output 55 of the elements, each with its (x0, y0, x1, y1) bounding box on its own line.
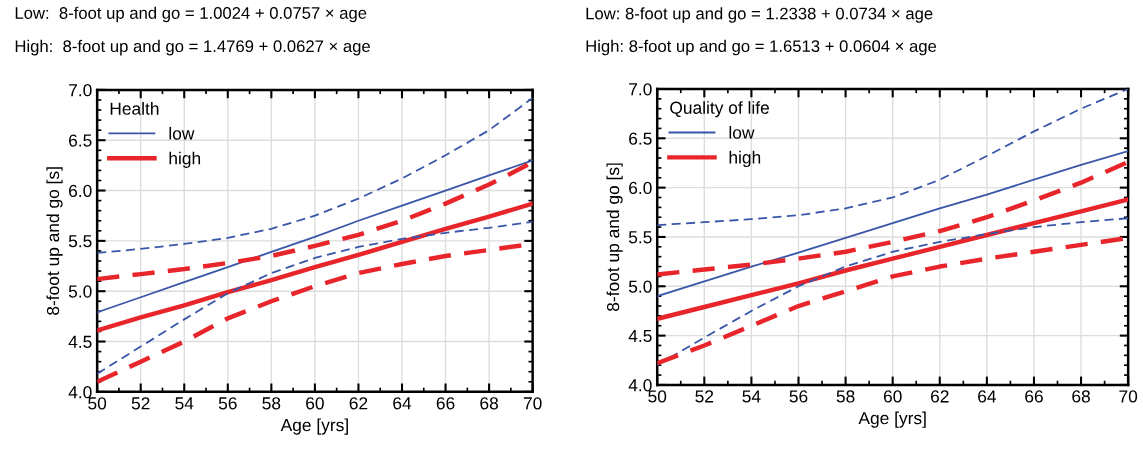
x-tick-label: 62 (349, 397, 368, 410)
y-tick-label: 7.0 (629, 83, 652, 96)
y-tick-label: 6.0 (629, 181, 652, 195)
x-tick-label: 50 (648, 390, 667, 403)
legend-label: low (169, 126, 195, 140)
x-tick-label: 68 (1072, 390, 1090, 403)
x-tick-label: 52 (695, 390, 714, 403)
y-tick-label: 6.0 (69, 184, 92, 198)
x-tick-label: 64 (393, 397, 412, 410)
x-tick-label: 70 (523, 397, 542, 410)
x-tick-label: 60 (883, 390, 902, 403)
x-tick-label: 56 (218, 397, 237, 410)
y-tick-label: 5.5 (628, 231, 652, 244)
y-tick-label: 4.0 (68, 386, 92, 399)
y-axis-title: 8-foot up and go [s] (46, 167, 63, 315)
legend-title: Health (110, 102, 159, 115)
y-tick-label: 7.0 (69, 84, 92, 97)
x-tick-label: 54 (175, 397, 194, 410)
y-tick-label: 5.0 (628, 280, 652, 293)
x-axis-title: Age [yrs] (858, 411, 926, 428)
y-tick-label: 5.5 (68, 235, 92, 248)
y-tick-label: 6.5 (69, 134, 92, 147)
line-series (97, 97, 533, 254)
x-tick-label: 54 (742, 390, 761, 403)
x-tick-label: 66 (436, 397, 455, 410)
y-tick-label: 5.0 (68, 285, 92, 298)
x-axis-title: Age [yrs] (280, 418, 348, 435)
x-tick-label: 62 (931, 390, 949, 403)
x-tick-label: 60 (306, 397, 324, 410)
line-series (97, 220, 533, 375)
x-tick-label: 50 (88, 397, 107, 410)
x-tick-label: 64 (978, 390, 997, 403)
y-tick-label: 4.5 (628, 329, 652, 343)
chart-subtitle: High: 8-foot up and go = 1.4769 + 0.0627 × age (15, 39, 370, 56)
line-series (97, 201, 533, 333)
x-tick-label: 70 (1119, 390, 1138, 403)
x-tick-label: 66 (1025, 390, 1043, 403)
legend-label: high (169, 151, 201, 168)
x-tick-label: 52 (131, 397, 150, 410)
x-tick-label: 58 (262, 397, 281, 410)
legend-title: Quality of life (670, 101, 769, 118)
x-tick-label: 56 (789, 390, 808, 403)
y-tick-label: 4.5 (68, 335, 92, 348)
chart-title: Low: 8-foot up and go = 1.0024 + 0.0757 × age (15, 6, 367, 23)
chart-subtitle: High: 8-foot up and go = 1.6513 + 0.0604 × age (586, 39, 937, 56)
x-tick-label: 68 (480, 397, 498, 410)
y-tick-label: 6.5 (629, 132, 652, 145)
chart-title: Low: 8-foot up and go = 1.2338 + 0.0734 × age (586, 7, 933, 23)
legend-label: low (729, 125, 755, 139)
y-axis-title: 8-foot up and go [s] (606, 163, 623, 311)
line-series (657, 150, 1129, 298)
legend-label: high (729, 150, 761, 168)
x-tick-label: 58 (836, 390, 855, 403)
y-tick-label: 4.0 (628, 379, 652, 392)
line-series (657, 197, 1129, 322)
